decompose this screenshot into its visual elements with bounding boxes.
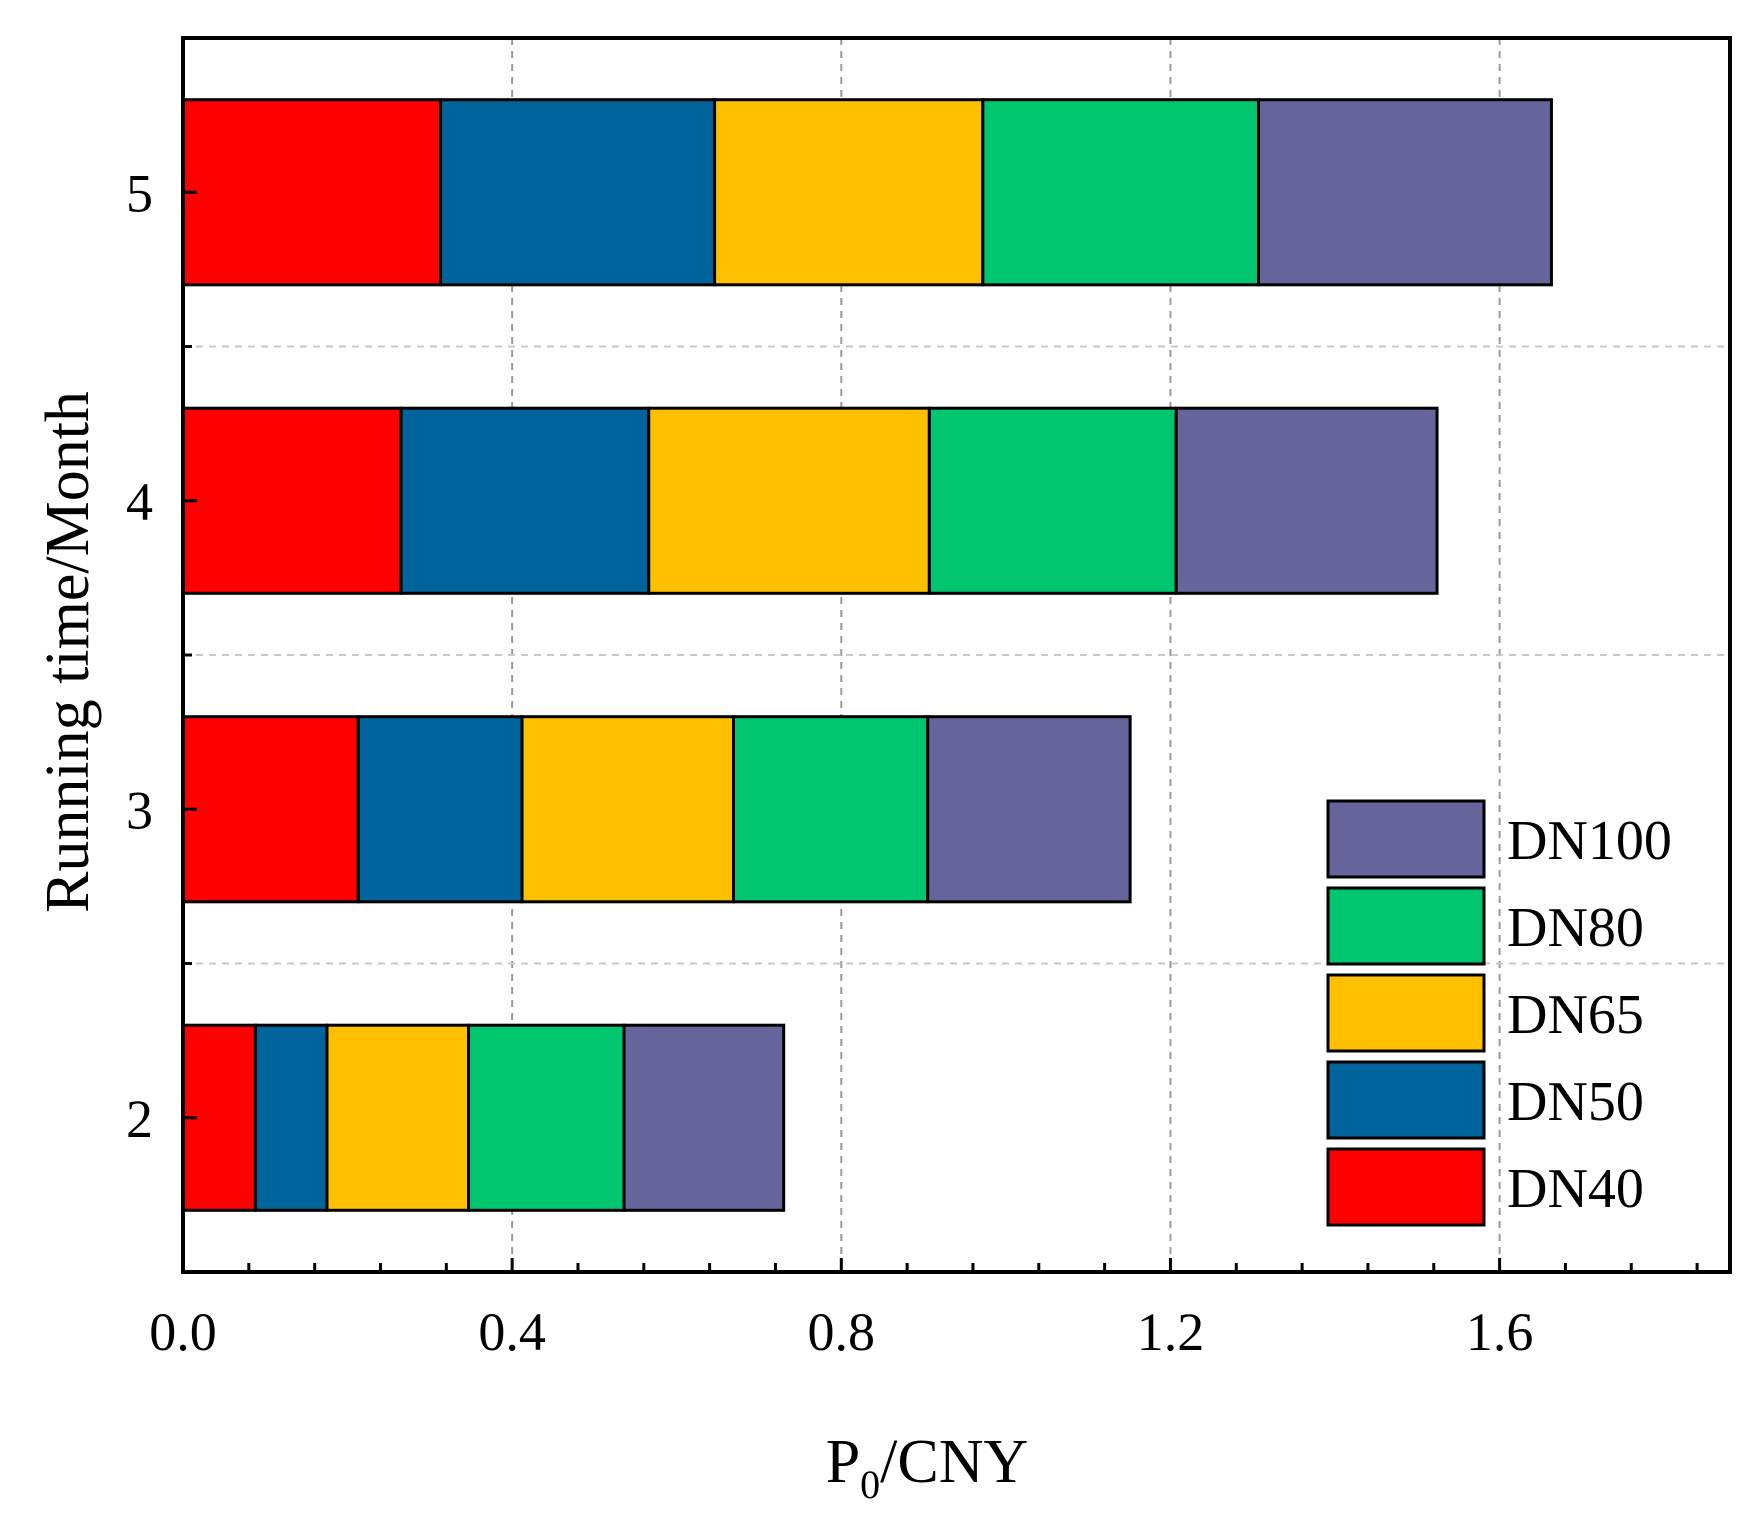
legend-swatch-dn65 xyxy=(1326,973,1486,1053)
bar-dn50-month-4 xyxy=(399,406,651,595)
legend-label-dn50: DN50 xyxy=(1507,1071,1644,1133)
bar-dn50-month-3 xyxy=(356,715,524,904)
bar-dn100-month-3 xyxy=(926,715,1132,904)
y-tick-label-5: 5 xyxy=(126,163,153,223)
bar-dn65-month-5 xyxy=(713,98,985,287)
bar-dn50-month-5 xyxy=(439,98,717,287)
bars xyxy=(181,98,1553,1212)
bar-dn80-month-3 xyxy=(732,715,930,904)
bar-dn100-month-2 xyxy=(622,1023,786,1212)
y-axis-title: Running time/Month xyxy=(34,391,102,913)
legend-swatch-dn80 xyxy=(1326,886,1486,966)
legend-label-dn80: DN80 xyxy=(1507,897,1644,959)
bar-dn40-month-4 xyxy=(181,406,403,595)
x-tick-label-0: 0.0 xyxy=(149,1302,217,1362)
y-tick-label-3: 3 xyxy=(126,780,153,840)
legend-swatch-dn50 xyxy=(1326,1060,1486,1140)
bar-dn65-month-3 xyxy=(520,715,736,904)
y-tick-label-4: 4 xyxy=(126,472,153,532)
legend-label-dn40: DN40 xyxy=(1507,1158,1644,1220)
legend: DN100 DN80 DN65 DN50 DN40 xyxy=(1326,799,1672,1227)
bar-dn65-month-4 xyxy=(647,406,931,595)
x-tick-label-4: 1.6 xyxy=(1466,1302,1534,1362)
x-tick-label-2: 0.8 xyxy=(808,1302,876,1362)
bar-dn100-month-4 xyxy=(1174,406,1439,595)
legend-label-dn100: DN100 xyxy=(1507,810,1672,872)
x-axis-title-subscript: 0 xyxy=(860,1462,880,1507)
y-tick-label-2: 2 xyxy=(126,1089,153,1149)
bar-dn40-month-5 xyxy=(181,98,443,287)
bar-dn50-month-2 xyxy=(253,1023,329,1212)
bar-dn80-month-4 xyxy=(927,406,1178,595)
bar-dn80-month-5 xyxy=(981,98,1260,287)
bar-dn65-month-2 xyxy=(325,1023,471,1212)
legend-label-dn65: DN65 xyxy=(1507,984,1644,1046)
legend-swatch-dn100 xyxy=(1326,799,1486,879)
x-axis-title-suffix: /CNY xyxy=(880,1428,1028,1496)
bar-dn80-month-2 xyxy=(467,1023,626,1212)
bar-dn40-month-3 xyxy=(181,715,360,904)
x-tick-label-1: 0.4 xyxy=(478,1302,546,1362)
legend-swatch-dn40 xyxy=(1326,1147,1486,1227)
x-axis-title: P0/CNY xyxy=(826,1428,1029,1507)
x-tick-label-3: 1.2 xyxy=(1137,1302,1205,1362)
x-axis-title-main: P xyxy=(826,1428,860,1496)
axes: 0.0 0.4 0.8 1.2 1.6 2 3 4 5 xyxy=(126,36,1732,1362)
bar-dn100-month-5 xyxy=(1256,98,1553,287)
